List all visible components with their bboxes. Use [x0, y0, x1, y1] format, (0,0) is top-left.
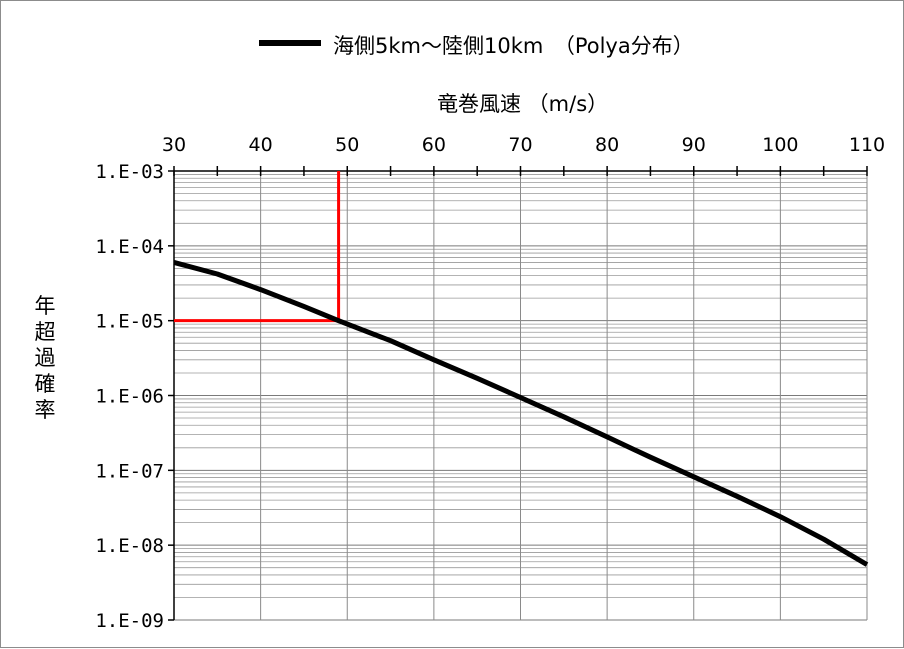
x-tick-label: 100 [762, 134, 798, 156]
x-axis: 30 40 50 60 70 80 90 100 110 [162, 134, 885, 176]
y-tick-label: 1.E-03 [95, 161, 164, 183]
y-axis-title-char: 率 [35, 398, 56, 422]
y-tick-label: 1.E-04 [95, 236, 164, 258]
series-layer [173, 259, 869, 567]
reference-lines [174, 171, 341, 323]
x-tick-label: 60 [422, 134, 446, 156]
y-tick-label: 1.E-09 [95, 610, 164, 632]
y-tick-label: 1.E-05 [95, 311, 164, 333]
y-tick-label: 1.E-08 [95, 535, 164, 557]
y-axis-title-char: 確 [35, 372, 56, 396]
y-axis-title-char: 年 [35, 294, 56, 318]
y-tick-label: 1.E-06 [95, 386, 164, 408]
x-tick-label: 40 [249, 134, 273, 156]
y-axis: 1.E-03 1.E-04 1.E-05 1.E-06 1.E-07 1.E-08 1.E-… [95, 161, 175, 632]
y-tick-label: 1.E-07 [95, 460, 164, 482]
legend-label: 海側5km～陸側10km （Polya分布） [333, 34, 694, 58]
x-tick-label: 110 [849, 134, 885, 156]
x-tick-label: 90 [682, 134, 706, 156]
x-tick-label: 30 [162, 134, 186, 156]
y-axis-title-char: 超 [35, 320, 56, 344]
x-tick-label: 80 [595, 134, 619, 156]
grid [173, 170, 868, 621]
x-tick-label: 70 [508, 134, 532, 156]
series-line [173, 259, 869, 567]
legend: 海側5km～陸側10km （Polya分布） [259, 34, 694, 58]
x-axis-title: 竜巻風速 （m/s） [437, 92, 608, 116]
y-axis-title-char: 過 [35, 346, 56, 370]
x-tick-label: 50 [335, 134, 359, 156]
